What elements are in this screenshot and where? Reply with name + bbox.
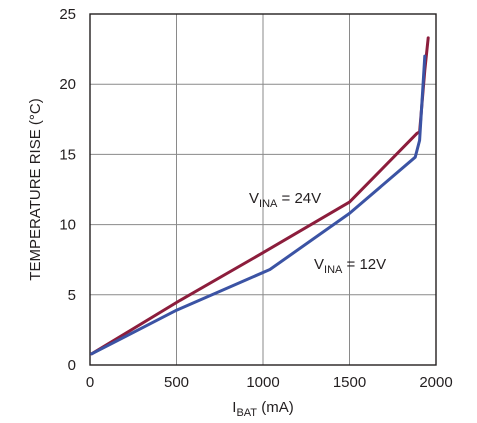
- series-label-12v-rest: = 12V: [342, 256, 386, 273]
- plot-frame: [89, 13, 437, 366]
- series-layer: [90, 36, 430, 356]
- x-tick-label: 500: [164, 374, 189, 391]
- series-label-24v-rest: = 24V: [277, 190, 321, 207]
- tick-labels: 0 500 1000 1500 2000 0 5 10 15 20 25: [59, 6, 452, 391]
- y-axis-title: TEMPERATURE RISE (°C): [27, 98, 44, 280]
- series-line-12v: [90, 54, 427, 356]
- x-tick-label: 0: [86, 374, 94, 391]
- y-tick-label: 0: [68, 357, 76, 374]
- y-tick-label: 25: [59, 6, 76, 23]
- series-label-12v-sub: INA: [324, 264, 343, 276]
- x-tick-label: 1000: [246, 374, 279, 391]
- x-axis-title: IBAT (mA): [232, 399, 293, 419]
- series-line-24v: [90, 36, 430, 356]
- y-tick-label: 10: [59, 217, 76, 234]
- y-tick-label: 15: [59, 146, 76, 163]
- series-label-24v: VINA = 24V: [249, 190, 321, 210]
- x-axis-title-main: I: [232, 399, 236, 416]
- x-axis-title-sub: BAT: [236, 407, 257, 419]
- series-label-12v-main: V: [314, 256, 324, 273]
- x-tick-label: 1500: [333, 374, 366, 391]
- y-tick-label: 5: [68, 287, 76, 304]
- x-tick-label: 2000: [419, 374, 452, 391]
- x-axis-title-rest: (mA): [257, 399, 294, 416]
- series-label-12v: VINA = 12V: [314, 256, 386, 276]
- grid: [90, 14, 436, 365]
- series-label-24v-sub: INA: [259, 198, 278, 210]
- series-label-24v-main: V: [249, 190, 259, 207]
- y-tick-label: 20: [59, 76, 76, 93]
